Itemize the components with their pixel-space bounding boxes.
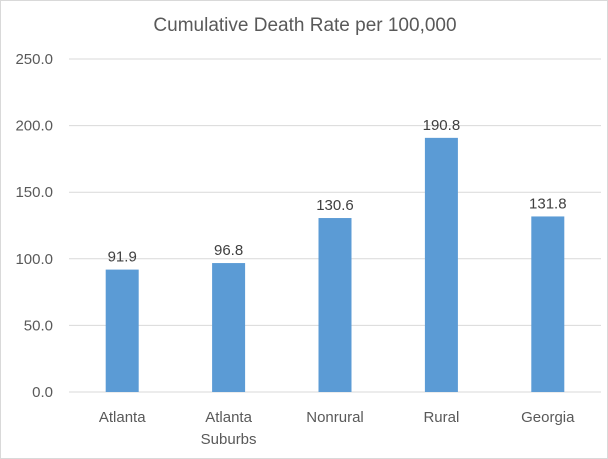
y-tick-label: 250.0 bbox=[15, 51, 53, 68]
bar bbox=[318, 218, 352, 392]
data-label: 130.6 bbox=[316, 197, 354, 214]
x-tick-label-line: Atlanta bbox=[99, 409, 146, 426]
x-tick-label-line: Suburbs bbox=[201, 431, 257, 448]
data-label: 91.9 bbox=[108, 249, 137, 266]
x-tick-label-line: Georgia bbox=[521, 409, 575, 426]
y-tick-label: 50.0 bbox=[24, 317, 53, 334]
data-label: 131.8 bbox=[529, 195, 567, 212]
chart-title: Cumulative Death Rate per 100,000 bbox=[153, 15, 456, 36]
x-tick-label-line: Nonrural bbox=[306, 409, 364, 426]
data-labels: 91.9 96.8 130.6 190.8 131.8 bbox=[108, 117, 567, 266]
data-label: 190.8 bbox=[423, 117, 461, 134]
y-tick-label: 150.0 bbox=[15, 184, 53, 201]
data-label: 96.8 bbox=[214, 242, 243, 259]
x-tick-label: Atlanta Suburbs bbox=[201, 409, 257, 448]
bar bbox=[212, 263, 246, 392]
y-tick-label: 100.0 bbox=[15, 251, 53, 268]
x-tick-label: Nonrural bbox=[306, 409, 364, 426]
bar bbox=[424, 137, 458, 392]
x-axis-categories: Atlanta Atlanta Suburbs Nonrural Rural Georgi… bbox=[99, 409, 575, 448]
x-tick-label-line: Rural bbox=[423, 409, 459, 426]
x-tick-label-line: Atlanta bbox=[205, 409, 252, 426]
y-axis-ticks: 0.0 50.0 100.0 150.0 200.0 250.0 bbox=[15, 51, 53, 401]
x-tick-label: Atlanta bbox=[99, 409, 146, 426]
y-tick-label: 0.0 bbox=[32, 384, 53, 401]
bars bbox=[105, 137, 565, 392]
y-tick-label: 200.0 bbox=[15, 118, 53, 135]
bar bbox=[105, 269, 139, 392]
x-tick-label: Rural bbox=[423, 409, 459, 426]
bar bbox=[531, 216, 565, 392]
x-tick-label: Georgia bbox=[521, 409, 575, 426]
